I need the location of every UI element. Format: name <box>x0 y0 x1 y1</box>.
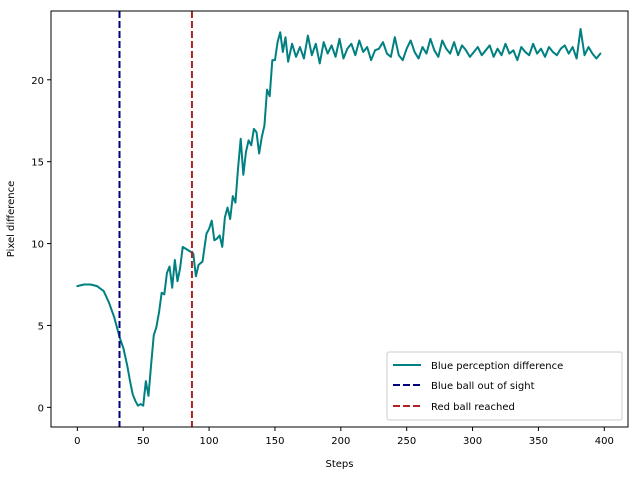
legend-label-0: Blue perception difference <box>431 361 563 372</box>
x-tick-label: 150 <box>265 436 284 447</box>
x-tick-label: 200 <box>331 436 350 447</box>
y-tick-label: 5 <box>38 321 44 332</box>
legend-label-1: Blue ball out of sight <box>431 381 535 392</box>
y-axis-label: Pixel difference <box>6 181 17 258</box>
y-tick-label: 0 <box>38 403 44 414</box>
x-tick-label: 0 <box>74 436 80 447</box>
x-tick-label: 250 <box>397 436 416 447</box>
legend-frame <box>386 351 623 421</box>
y-tick-label: 10 <box>31 240 44 251</box>
x-tick-label: 350 <box>529 436 548 447</box>
legend: Blue perception difference Blue ball out… <box>386 351 623 421</box>
x-tick-label: 300 <box>463 436 482 447</box>
x-tick-label: 50 <box>137 436 150 447</box>
y-tick-label: 20 <box>31 76 44 87</box>
x-tick-label: 400 <box>595 436 614 447</box>
plot-frame <box>50 10 629 428</box>
y-tick-label: 15 <box>31 158 44 169</box>
series-line-0 <box>76 28 602 407</box>
x-axis-label: Steps <box>326 459 354 470</box>
x-tick-label: 100 <box>200 436 219 447</box>
legend-label-2: Red ball reached <box>431 402 515 413</box>
